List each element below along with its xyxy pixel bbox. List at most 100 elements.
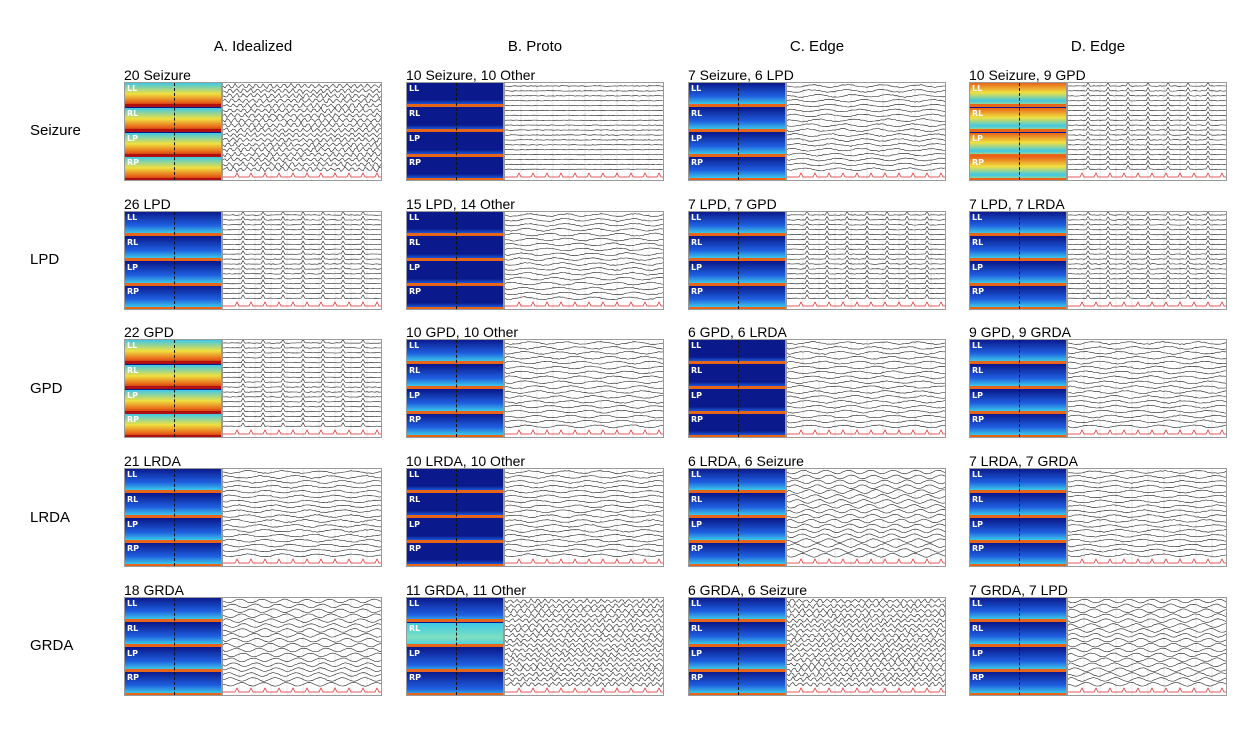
channel-label: LL <box>691 84 702 93</box>
eeg-channel-trace <box>1068 652 1226 658</box>
eeg-channel-trace <box>787 494 945 499</box>
spectrogram-band-base <box>689 619 785 622</box>
eeg-channel-trace <box>223 377 381 383</box>
spectrogram-band <box>125 83 221 107</box>
eeg-channel-trace <box>1068 419 1226 424</box>
eeg-channel-trace <box>787 152 945 157</box>
eeg-channel-trace <box>223 638 381 643</box>
spectrogram: LL RL LP RP <box>688 468 786 567</box>
eeg-channel-trace <box>787 602 945 609</box>
eeg-channel-trace <box>1068 254 1226 260</box>
spectrogram-band <box>689 132 785 157</box>
eeg-channel-trace <box>787 414 945 419</box>
eeg-channel-trace <box>223 215 381 221</box>
spectrogram-band <box>125 157 221 180</box>
spectrogram: LL RL LP RP <box>406 211 504 310</box>
eeg-channel-trace <box>505 607 663 614</box>
spectrogram: LL RL LP RP <box>969 82 1067 181</box>
eeg-channel-trace <box>1068 618 1226 623</box>
eeg-channel-trace <box>787 138 945 142</box>
row-label: LRDA <box>30 509 71 526</box>
spectrogram: LL RL LP RP <box>406 339 504 438</box>
time-marker <box>738 469 739 566</box>
panel-caption: 10 Seizure, 9 GPD <box>969 67 1086 83</box>
eeg-channel-trace <box>1068 212 1226 216</box>
eeg-traces <box>1068 598 1226 695</box>
eeg-channel-trace <box>505 375 663 380</box>
spectrogram-band <box>689 598 785 622</box>
channel-label: RP <box>972 544 985 554</box>
eeg-channel-trace <box>223 667 381 672</box>
ekg-trace <box>505 172 663 178</box>
spectrogram-band-base <box>407 514 503 518</box>
ekg-trace <box>1068 301 1226 307</box>
channel-label: LP <box>409 133 420 143</box>
channel-label: RL <box>691 494 703 504</box>
ekg-trace <box>223 687 381 693</box>
eeg-channel-trace <box>787 360 945 365</box>
spectrogram: LL RL LP RP <box>124 468 222 567</box>
eeg-channel-trace <box>223 240 381 245</box>
eeg-channel-trace <box>1068 341 1226 345</box>
eeg-channel-trace <box>787 385 945 389</box>
eeg-channel-trace <box>787 548 945 553</box>
eeg-channel-trace <box>505 637 663 644</box>
eeg-channel-trace <box>1068 279 1226 285</box>
time-marker <box>738 340 739 437</box>
eeg-channel-trace <box>223 363 381 369</box>
eeg-channel-trace <box>223 470 381 474</box>
eeg-channel-trace <box>505 419 663 424</box>
eeg-channel-trace <box>505 134 663 136</box>
eeg-channel-trace <box>505 85 663 87</box>
channel-label: RP <box>127 673 140 683</box>
channel-label: LP <box>409 390 420 400</box>
spectrogram-band-base <box>689 257 785 261</box>
spectrogram-band-base <box>407 410 503 414</box>
time-marker <box>174 469 175 566</box>
eeg-channel-trace <box>505 237 663 242</box>
eeg-channel-trace <box>787 553 945 558</box>
spectrogram-band <box>970 647 1066 672</box>
ekg-trace <box>223 301 381 307</box>
eeg-channel-trace <box>787 259 945 265</box>
eeg-trace-panel <box>1067 468 1227 567</box>
channel-label: RP <box>127 544 140 554</box>
eeg-trace-panel <box>786 468 946 567</box>
spectrogram-band-base <box>407 490 503 493</box>
eeg-channel-trace <box>1068 111 1226 117</box>
eeg-channel-trace <box>1068 480 1226 484</box>
spectrogram-band <box>125 286 221 309</box>
eeg-channel-trace <box>787 254 945 260</box>
eeg-channel-trace <box>787 123 945 127</box>
spectrogram: LL RL LP RP <box>969 468 1067 567</box>
spectrogram-band-base <box>970 257 1066 261</box>
eeg-channel-trace <box>223 112 381 119</box>
spectrogram-band <box>125 598 221 622</box>
eeg-traces <box>787 83 945 180</box>
spectrogram-band-base <box>689 514 785 518</box>
spectrogram-band <box>970 622 1066 647</box>
eeg-channel-trace <box>1068 548 1226 553</box>
eeg-channel-trace <box>505 641 663 649</box>
eeg-channel-trace <box>787 133 945 137</box>
eeg-channel-trace <box>223 499 381 504</box>
eeg-channel-trace <box>1068 360 1226 365</box>
eeg-channel-trace <box>223 151 381 158</box>
eeg-channel-trace <box>223 538 381 543</box>
channel-label: RP <box>691 158 704 168</box>
ekg-trace <box>787 172 945 178</box>
channel-label: RL <box>972 365 984 375</box>
spectrogram-band-base <box>970 307 1066 309</box>
eeg-channel-trace <box>223 608 381 613</box>
time-marker <box>456 598 457 695</box>
ekg-trace <box>505 558 663 564</box>
eeg-channel-trace <box>1068 677 1226 682</box>
eeg-channel-trace <box>1068 657 1226 662</box>
eeg-channel-trace <box>1068 135 1226 141</box>
eeg-channel-trace <box>1068 598 1226 604</box>
eeg-channel-trace <box>1068 145 1226 151</box>
spectrogram-band <box>970 414 1066 437</box>
channel-label: RP <box>972 158 985 168</box>
spectrogram-band <box>407 83 503 107</box>
spectrogram-band <box>407 107 503 132</box>
